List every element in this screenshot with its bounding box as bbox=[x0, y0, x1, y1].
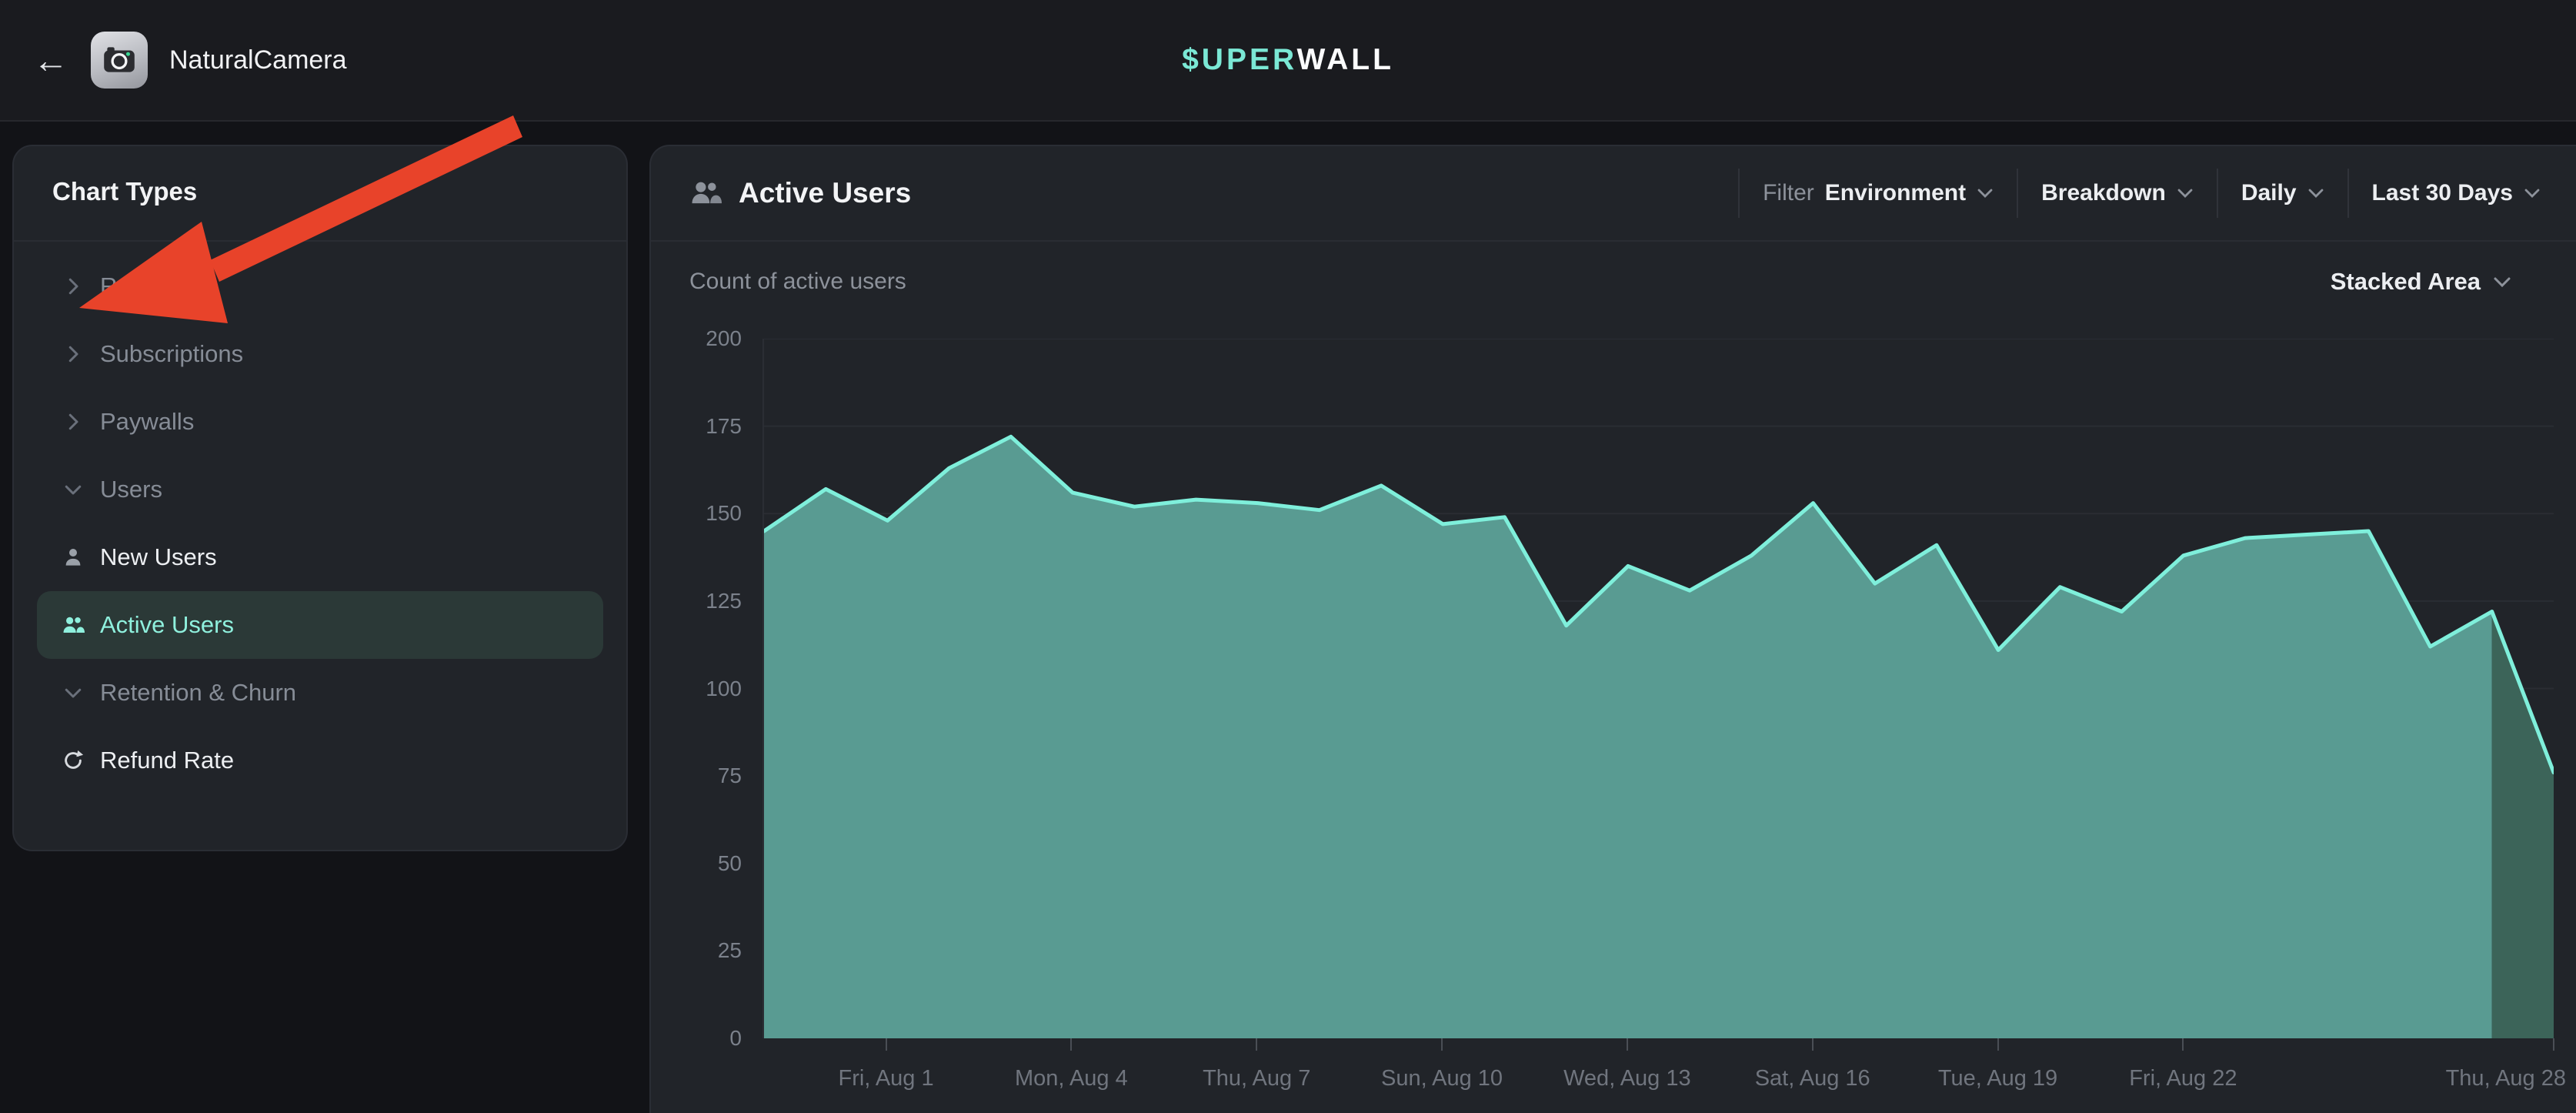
sidebar-item-subscriptions[interactable]: Subscriptions bbox=[37, 320, 603, 388]
control-prefix: Filter bbox=[1763, 180, 1814, 206]
chart-subheader: Count of active users Stacked Area bbox=[651, 242, 2576, 322]
y-tick-label-25: 25 bbox=[651, 938, 742, 963]
sidebar-item-refund-rate[interactable]: Refund Rate bbox=[37, 727, 603, 794]
x-tick-label: Thu, Aug 28 bbox=[2446, 1066, 2566, 1091]
x-tick bbox=[2182, 1038, 2184, 1051]
sidebar-item-label: Subscriptions bbox=[100, 340, 243, 368]
area-fill bbox=[764, 436, 2492, 1038]
y-tick-label-0: 0 bbox=[651, 1026, 742, 1051]
x-tick bbox=[1997, 1038, 1999, 1051]
app-name: NaturalCamera bbox=[169, 45, 347, 75]
y-tick-label-50: 50 bbox=[651, 851, 742, 876]
top-bar: ← NaturalCamera $UPERWALL bbox=[0, 0, 2576, 122]
back-icon[interactable]: ← bbox=[28, 39, 74, 81]
sidebar-item-label: Revenue bbox=[100, 272, 195, 300]
active-users-chart[interactable] bbox=[762, 339, 2554, 1038]
sidebar-item-label: Active Users bbox=[100, 611, 234, 639]
sidebar-item-new-users[interactable]: New Users bbox=[37, 523, 603, 591]
sidebar-item-paywalls[interactable]: Paywalls bbox=[37, 388, 603, 456]
control-label: Breakdown bbox=[2041, 180, 2166, 206]
x-tick-label: Sat, Aug 16 bbox=[1755, 1066, 1870, 1091]
app-icon-camera bbox=[91, 32, 148, 89]
chevron-down-icon bbox=[2524, 188, 2541, 199]
x-tick bbox=[1441, 1038, 1443, 1051]
x-tick bbox=[2553, 1038, 2554, 1051]
sidebar-item-active-users[interactable]: Active Users bbox=[37, 591, 603, 659]
sidebar-item-label: New Users bbox=[100, 543, 217, 571]
control-label: Daily bbox=[2241, 180, 2297, 206]
person-icon bbox=[62, 546, 85, 569]
area-fill-partial bbox=[2492, 612, 2554, 1039]
chart-subtitle: Count of active users bbox=[689, 269, 906, 295]
chevron-down-icon bbox=[2307, 188, 2324, 199]
x-tick-label: Wed, Aug 13 bbox=[1563, 1066, 1691, 1091]
sidebar-item-retention-churn[interactable]: Retention & Churn bbox=[37, 659, 603, 727]
control-label: Environment bbox=[1825, 180, 1966, 206]
logo-prefix: $UPER bbox=[1182, 43, 1296, 76]
chart-style-dropdown[interactable]: Stacked Area bbox=[2331, 268, 2511, 296]
refresh-icon bbox=[62, 749, 85, 772]
x-tick bbox=[1812, 1038, 1814, 1051]
sidebar-title: Chart Types bbox=[14, 146, 626, 240]
active-users-panel: Active Users Filter Environment Breakdown D… bbox=[649, 145, 2576, 1113]
chevron-right-icon bbox=[62, 410, 85, 433]
y-axis-labels: 0255075100125150175200 bbox=[651, 339, 742, 1038]
chevron-down-icon bbox=[62, 478, 85, 501]
x-tick bbox=[886, 1038, 887, 1051]
chevron-down-icon bbox=[62, 681, 85, 704]
x-tick-label: Fri, Aug 1 bbox=[838, 1066, 933, 1091]
x-tick-label: Tue, Aug 19 bbox=[1938, 1066, 2057, 1091]
sidebar-item-label: Paywalls bbox=[100, 408, 194, 436]
control-label: Last 30 Days bbox=[2372, 180, 2513, 206]
panel-title-wrap: Active Users bbox=[689, 177, 911, 209]
chevron-right-icon bbox=[62, 343, 85, 366]
chart-types-sidebar: Chart Types Revenue Subscriptions Paywalls… bbox=[12, 145, 628, 851]
chevron-down-icon bbox=[2177, 188, 2194, 199]
x-tick-label: Fri, Aug 22 bbox=[2129, 1066, 2237, 1091]
people-icon bbox=[62, 613, 85, 637]
sidebar-item-users[interactable]: Users bbox=[37, 456, 603, 523]
logo-suffix: WALL bbox=[1296, 43, 1393, 76]
x-tick-label: Thu, Aug 7 bbox=[1203, 1066, 1310, 1091]
sidebar-nav: Revenue Subscriptions Paywalls Users New Use… bbox=[14, 242, 626, 794]
control-breakdown[interactable]: Breakdown bbox=[2017, 169, 2217, 218]
x-tick bbox=[1256, 1038, 1257, 1051]
sidebar-item-revenue[interactable]: Revenue bbox=[37, 252, 603, 320]
superwall-logo: $UPERWALL bbox=[1182, 43, 1394, 77]
chart-style-label: Stacked Area bbox=[2331, 268, 2481, 296]
control-environment[interactable]: Filter Environment bbox=[1738, 169, 2017, 218]
y-tick-label-200: 200 bbox=[651, 326, 742, 351]
y-tick-label-150: 150 bbox=[651, 501, 742, 526]
chart-controls: Filter Environment Breakdown Daily Last 30 D… bbox=[1738, 169, 2564, 218]
sidebar-item-label: Retention & Churn bbox=[100, 679, 296, 707]
chevron-down-icon bbox=[2493, 276, 2511, 288]
camera-icon bbox=[100, 41, 138, 79]
control-daily[interactable]: Daily bbox=[2217, 169, 2347, 218]
sidebar-item-label: Users bbox=[100, 476, 162, 503]
people-icon bbox=[689, 177, 722, 209]
page-title: Active Users bbox=[739, 177, 911, 209]
x-tick-label: Sun, Aug 10 bbox=[1381, 1066, 1503, 1091]
chevron-down-icon bbox=[1977, 188, 1994, 199]
x-tick bbox=[1627, 1038, 1628, 1051]
y-tick-label-75: 75 bbox=[651, 764, 742, 788]
control-last-30-days[interactable]: Last 30 Days bbox=[2347, 169, 2564, 218]
x-tick bbox=[1070, 1038, 1072, 1051]
x-axis-labels: Fri, Aug 1 Mon, Aug 4 Thu, Aug 7 Sun, Aug 1… bbox=[762, 1038, 2554, 1113]
x-tick-label: Mon, Aug 4 bbox=[1015, 1066, 1128, 1091]
chart-svg bbox=[764, 339, 2554, 1038]
app-window: ← NaturalCamera $UPERWALL Chart Types Re… bbox=[0, 0, 2576, 1113]
sidebar-item-label: Refund Rate bbox=[100, 747, 234, 774]
y-tick-label-125: 125 bbox=[651, 589, 742, 613]
chevron-right-icon bbox=[62, 275, 85, 298]
panel-header: Active Users Filter Environment Breakdown D… bbox=[651, 146, 2576, 242]
y-tick-label-175: 175 bbox=[651, 414, 742, 439]
y-tick-label-100: 100 bbox=[651, 677, 742, 701]
